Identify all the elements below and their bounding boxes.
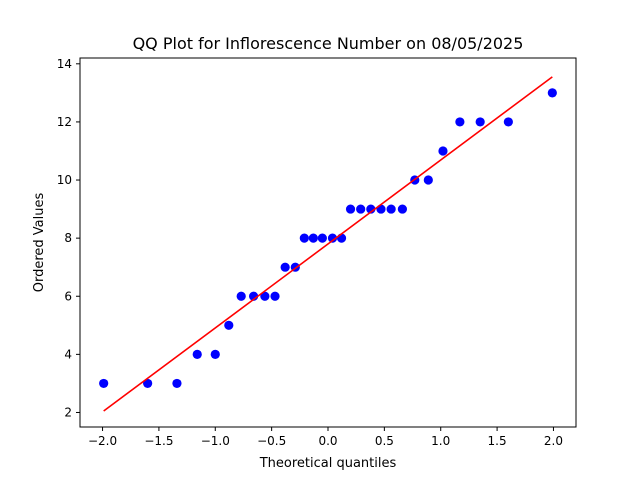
data-point xyxy=(423,175,433,185)
x-tick-label: 0.5 xyxy=(375,434,394,448)
data-point xyxy=(260,291,270,301)
data-point xyxy=(345,204,356,214)
fit-line xyxy=(103,76,553,412)
data-point xyxy=(356,204,366,214)
y-axis-label: Ordered Values xyxy=(32,193,47,293)
y-tick-label: 14 xyxy=(57,57,72,71)
data-point xyxy=(308,233,318,243)
data-point xyxy=(376,204,386,214)
data-point xyxy=(299,233,309,243)
data-point xyxy=(455,117,465,127)
data-point xyxy=(224,320,234,330)
x-tick-label: −1.5 xyxy=(144,434,173,448)
data-point xyxy=(386,204,396,214)
data-point xyxy=(99,378,109,389)
y-tick-label: 2 xyxy=(64,405,72,419)
y-tick-label: 10 xyxy=(57,173,72,187)
data-point xyxy=(547,88,557,98)
data-point xyxy=(280,262,290,272)
data-point xyxy=(317,233,327,243)
x-tick-label: 0.0 xyxy=(318,434,337,448)
data-point xyxy=(366,204,376,214)
data-point xyxy=(192,349,202,359)
data-point xyxy=(210,349,220,359)
data-point xyxy=(438,146,448,156)
x-axis-label: Theoretical quantiles xyxy=(259,456,397,471)
x-tick-label: −1.0 xyxy=(201,434,230,448)
x-tick-label: −0.5 xyxy=(257,434,286,448)
data-point xyxy=(503,117,513,127)
y-tick-label: 8 xyxy=(64,231,72,245)
plot-marks xyxy=(99,76,557,412)
y-tick-label: 4 xyxy=(64,347,72,361)
data-point xyxy=(327,233,338,243)
data-point xyxy=(397,204,407,214)
data-point xyxy=(236,291,246,301)
x-tick-label: 2.0 xyxy=(544,434,563,448)
chart-title: QQ Plot for Inflorescence Number on 08/0… xyxy=(133,34,524,53)
data-point xyxy=(143,378,153,389)
y-tick-label: 6 xyxy=(64,289,72,303)
x-tick-label: 1.5 xyxy=(488,434,507,448)
data-point xyxy=(172,378,182,389)
x-tick-label: −2.0 xyxy=(88,434,117,448)
y-tick-label: 12 xyxy=(57,115,72,129)
data-point xyxy=(270,291,280,301)
y-axis-ticks: 2 4 6 8 10 12 14 xyxy=(57,57,80,419)
data-point xyxy=(336,233,347,243)
data-point xyxy=(475,117,485,127)
x-axis-ticks: −2.0 −1.5 −1.0 −0.5 0.0 0.5 1.0 1.5 2.0 xyxy=(88,427,563,448)
x-tick-label: 1.0 xyxy=(431,434,450,448)
